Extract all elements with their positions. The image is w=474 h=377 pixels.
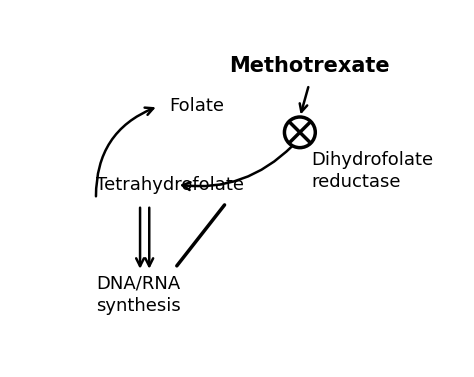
Text: Tetrahydrofolate: Tetrahydrofolate <box>96 176 244 193</box>
Text: Dihydrofolate
reductase: Dihydrofolate reductase <box>311 151 433 192</box>
Text: DNA/RNA
synthesis: DNA/RNA synthesis <box>96 275 181 315</box>
Text: Methotrexate: Methotrexate <box>229 55 389 75</box>
Text: Folate: Folate <box>169 97 225 115</box>
